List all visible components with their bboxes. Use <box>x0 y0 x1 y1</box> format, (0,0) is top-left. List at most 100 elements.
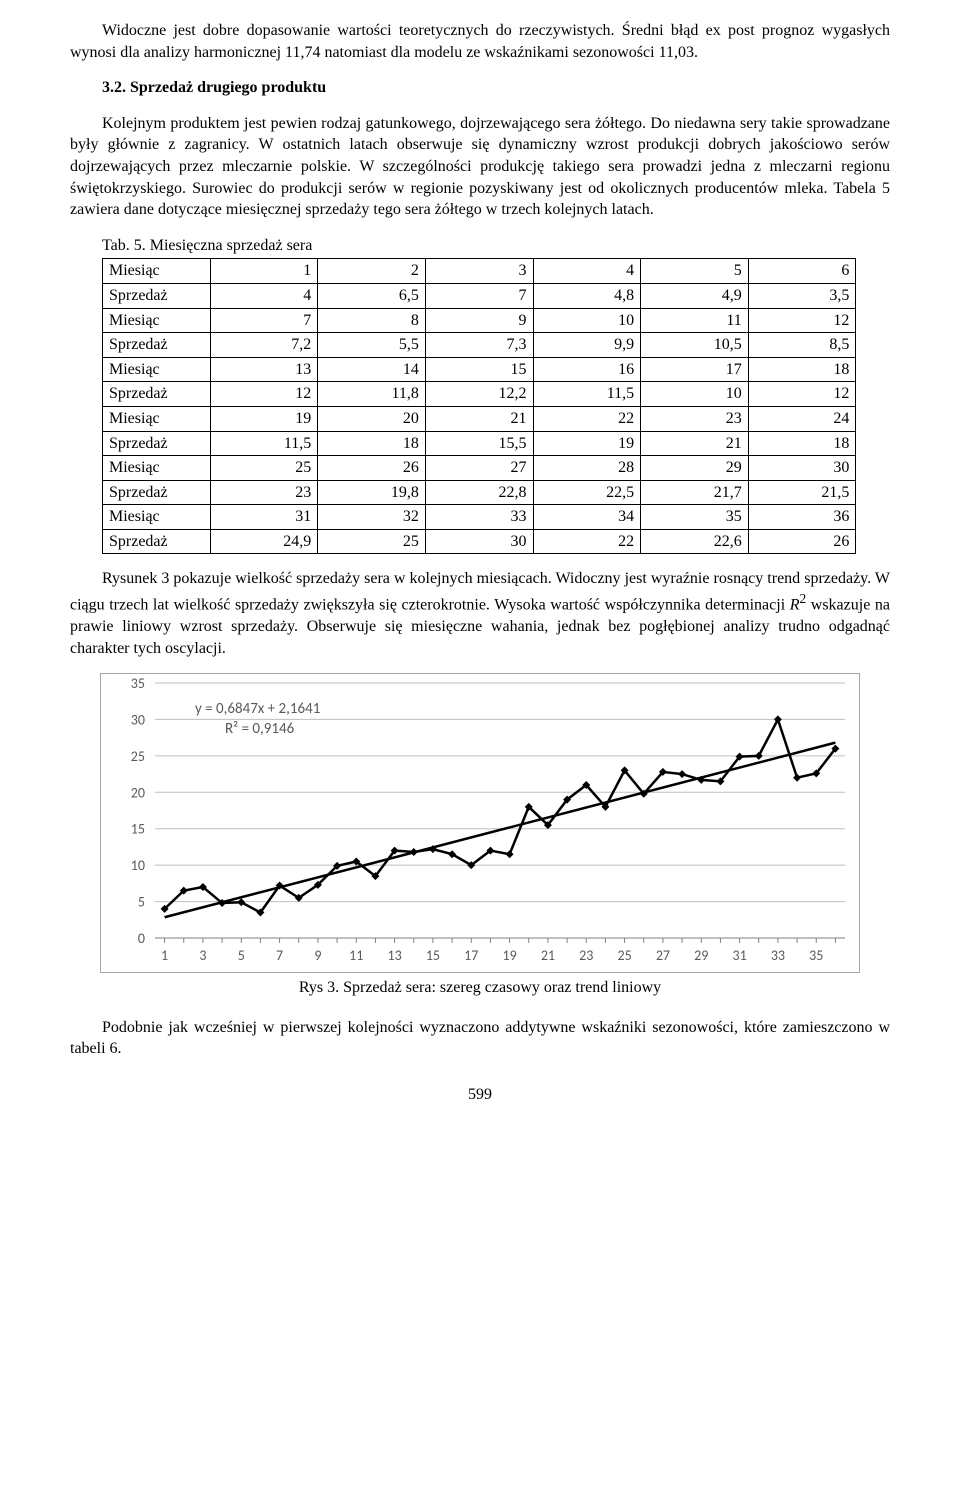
table-cell: 6,5 <box>318 283 426 308</box>
table-cell: 25 <box>210 456 318 481</box>
svg-text:17: 17 <box>464 947 478 964</box>
table-cell: 7 <box>210 308 318 333</box>
table-row-label-month: Miesiąc <box>103 456 211 481</box>
table-cell: 14 <box>318 357 426 382</box>
paragraph-product: Kolejnym produktem jest pewien rodzaj ga… <box>70 113 890 221</box>
table-row-label-sales: Sprzedaż <box>103 480 211 505</box>
table-cell: 35 <box>641 505 749 530</box>
svg-text:25: 25 <box>617 947 631 964</box>
table-cell: 12,2 <box>425 382 533 407</box>
table-cell: 15 <box>425 357 533 382</box>
table-row-label-month: Miesiąc <box>103 406 211 431</box>
svg-text:3: 3 <box>199 947 206 964</box>
table-caption: Tab. 5. Miesięczna sprzedaż sera <box>70 235 890 257</box>
table-cell: 22,6 <box>641 529 749 554</box>
table-row-label-month: Miesiąc <box>103 308 211 333</box>
svg-text:11: 11 <box>349 947 363 964</box>
table-cell: 28 <box>533 456 641 481</box>
table-cell: 8,5 <box>748 333 856 358</box>
table-cell: 15,5 <box>425 431 533 456</box>
page-number: 599 <box>70 1084 890 1106</box>
table-row-label-sales: Sprzedaż <box>103 382 211 407</box>
table-cell: 32 <box>318 505 426 530</box>
paragraph-seasonality: Podobnie jak wcześniej w pierwszej kolej… <box>70 1017 890 1060</box>
table-cell: 2 <box>318 259 426 284</box>
table-cell: 16 <box>533 357 641 382</box>
table-row-label-month: Miesiąc <box>103 357 211 382</box>
table-cell: 7 <box>425 283 533 308</box>
table-cell: 9,9 <box>533 333 641 358</box>
table-cell: 10 <box>533 308 641 333</box>
table-cell: 11 <box>641 308 749 333</box>
table-cell: 21,7 <box>641 480 749 505</box>
table-cell: 1 <box>210 259 318 284</box>
table-cell: 11,5 <box>210 431 318 456</box>
table-cell: 21 <box>425 406 533 431</box>
svg-text:y = 0,6847x + 2,1641: y = 0,6847x + 2,1641 <box>195 700 320 718</box>
table-cell: 24,9 <box>210 529 318 554</box>
table-cell: 10,5 <box>641 333 749 358</box>
table-cell: 8 <box>318 308 426 333</box>
table-cell: 3 <box>425 259 533 284</box>
r-symbol: R <box>790 596 800 613</box>
svg-text:5: 5 <box>238 947 245 964</box>
para3-pre: Rysunek 3 pokazuje wielkość sprzedaży se… <box>70 570 890 613</box>
table-cell: 19,8 <box>318 480 426 505</box>
section-heading: 3.2. Sprzedaż drugiego produktu <box>70 77 890 99</box>
table-cell: 12 <box>210 382 318 407</box>
table-cell: 4,8 <box>533 283 641 308</box>
table-cell: 20 <box>318 406 426 431</box>
table-cell: 5 <box>641 259 749 284</box>
svg-text:9: 9 <box>314 947 321 964</box>
table-cell: 4,9 <box>641 283 749 308</box>
table-cell: 21 <box>641 431 749 456</box>
svg-text:1: 1 <box>161 947 168 964</box>
table-cell: 4 <box>533 259 641 284</box>
table-cell: 6 <box>748 259 856 284</box>
table-row-label-sales: Sprzedaż <box>103 283 211 308</box>
table-cell: 18 <box>748 431 856 456</box>
table-row-label-month: Miesiąc <box>103 259 211 284</box>
svg-text:13: 13 <box>387 947 401 964</box>
sales-table: Miesiąc123456Sprzedaż46,574,84,93,5Miesi… <box>102 258 856 554</box>
table-cell: 18 <box>318 431 426 456</box>
table-cell: 11,8 <box>318 382 426 407</box>
sales-chart: 0510152025303513579111315171921232527293… <box>100 673 860 973</box>
svg-text:27: 27 <box>656 947 670 964</box>
svg-text:15: 15 <box>426 947 440 964</box>
table-cell: 17 <box>641 357 749 382</box>
table-cell: 19 <box>533 431 641 456</box>
table-row-label-sales: Sprzedaż <box>103 333 211 358</box>
table-cell: 30 <box>425 529 533 554</box>
svg-text:29: 29 <box>694 947 708 964</box>
table-cell: 5,5 <box>318 333 426 358</box>
svg-text:5: 5 <box>138 894 145 911</box>
svg-text:31: 31 <box>732 947 746 964</box>
table-cell: 30 <box>748 456 856 481</box>
table-cell: 29 <box>641 456 749 481</box>
table-cell: 27 <box>425 456 533 481</box>
table-cell: 13 <box>210 357 318 382</box>
svg-text:21: 21 <box>541 947 555 964</box>
table-cell: 22 <box>533 406 641 431</box>
svg-text:0: 0 <box>138 930 145 947</box>
table-cell: 22,8 <box>425 480 533 505</box>
table-cell: 12 <box>748 308 856 333</box>
table-cell: 9 <box>425 308 533 333</box>
table-cell: 33 <box>425 505 533 530</box>
table-cell: 26 <box>318 456 426 481</box>
svg-text:15: 15 <box>131 821 145 838</box>
table-cell: 34 <box>533 505 641 530</box>
table-cell: 31 <box>210 505 318 530</box>
table-cell: 7,3 <box>425 333 533 358</box>
svg-text:30: 30 <box>131 712 145 729</box>
table-cell: 7,2 <box>210 333 318 358</box>
svg-text:25: 25 <box>131 748 145 765</box>
table-cell: 36 <box>748 505 856 530</box>
table-cell: 19 <box>210 406 318 431</box>
table-cell: 3,5 <box>748 283 856 308</box>
table-cell: 21,5 <box>748 480 856 505</box>
figure-caption: Rys 3. Sprzedaż sera: szereg czasowy ora… <box>70 977 890 999</box>
svg-text:23: 23 <box>579 947 593 964</box>
table-row-label-sales: Sprzedaż <box>103 529 211 554</box>
